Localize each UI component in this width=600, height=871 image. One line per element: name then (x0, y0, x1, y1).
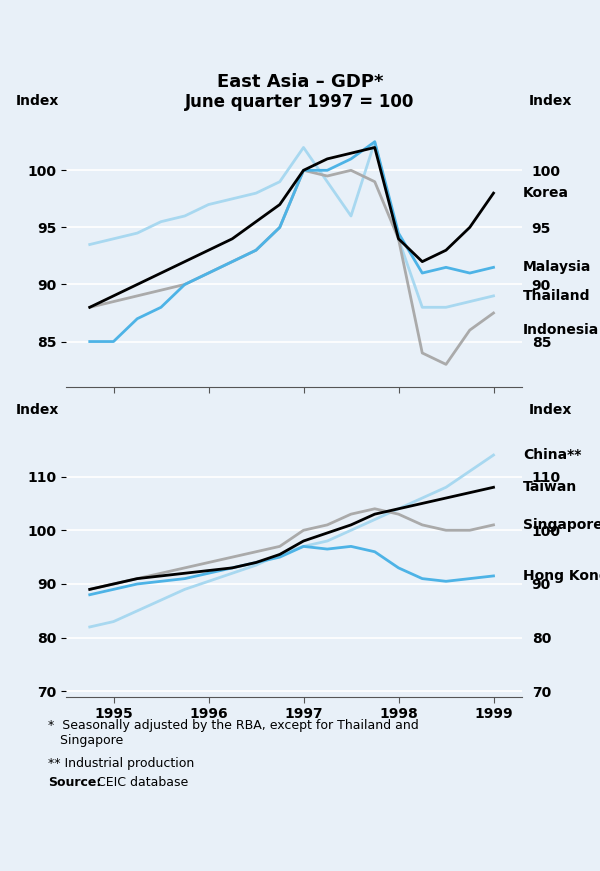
Text: ** Industrial production: ** Industrial production (48, 757, 194, 770)
Text: Hong Kong: Hong Kong (523, 569, 600, 583)
Text: Index: Index (16, 94, 59, 108)
Text: Source:: Source: (48, 776, 101, 789)
Text: *  Seasonally adjusted by the RBA, except for Thailand and
   Singapore: * Seasonally adjusted by the RBA, except… (48, 719, 419, 746)
Text: East Asia – GDP*: East Asia – GDP* (217, 73, 383, 91)
Text: Index: Index (529, 94, 572, 108)
Text: Index: Index (529, 403, 572, 417)
Text: Indonesia: Indonesia (523, 323, 599, 337)
Text: Taiwan: Taiwan (523, 480, 577, 494)
Text: Singapore: Singapore (523, 518, 600, 532)
Text: Korea: Korea (523, 186, 569, 200)
Text: Malaysia: Malaysia (523, 260, 591, 274)
Text: Thailand: Thailand (523, 289, 590, 303)
Text: China**: China** (523, 448, 581, 462)
Text: CEIC database: CEIC database (93, 776, 188, 789)
Text: June quarter 1997 = 100: June quarter 1997 = 100 (185, 93, 415, 111)
Text: Index: Index (16, 403, 59, 417)
